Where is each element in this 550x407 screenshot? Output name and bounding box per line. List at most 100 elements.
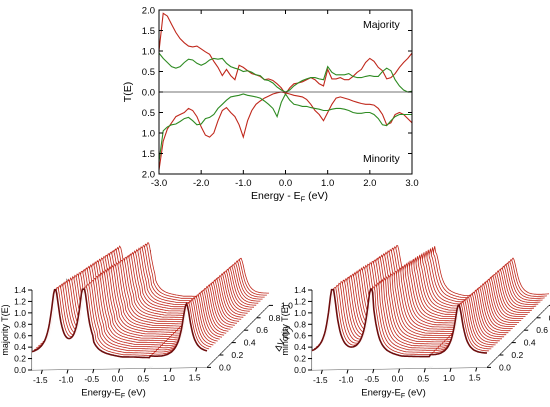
majority-x-tick-mark <box>66 369 69 374</box>
majority-curve-line <box>31 288 208 359</box>
series-line-red-2 <box>158 91 413 170</box>
x-axis-label-unit: (eV) <box>305 190 328 202</box>
top-panel: 2.01.51.00.50.00.51.01.52.0-3.0 -2.0 -1.0 0… <box>122 6 419 204</box>
minority-curve-line <box>328 274 505 341</box>
minority-z-tick-label: 0.6 <box>294 331 306 341</box>
majority-z-tick-label: 0.4 <box>14 342 26 352</box>
majority-z-tick-label: 1.2 <box>14 296 26 306</box>
y-tick-label: 1.0 <box>142 47 155 58</box>
minority-curve-line <box>318 281 494 351</box>
minority-curve-line <box>322 278 498 347</box>
minority-floor-right <box>486 305 550 368</box>
y-tick-label: 0.5 <box>142 108 155 119</box>
minority-x-tick-label: -1.5 <box>313 375 328 385</box>
minority-x-tick-label: -0.5 <box>364 374 379 384</box>
minority-curve-line <box>331 273 507 339</box>
minority-curve-line <box>316 284 492 353</box>
minority-x-axis-label-main: Energy-E <box>361 388 401 399</box>
y-tick-label: 1.5 <box>142 149 155 160</box>
minority-z-axis-label: minority T(E) <box>280 304 290 355</box>
majority-x-axis-label: Energy-EF (eV) <box>81 388 145 401</box>
majority-x-tick-label: 0.5 <box>137 373 149 383</box>
annotation-minority: Minority <box>363 153 401 165</box>
x-axis-label-main: Energy - E <box>251 190 301 202</box>
majority-v-tick-label: 0.8 <box>269 313 281 323</box>
minority-x-axis-label-unit: (eV) <box>405 388 426 399</box>
y-axis-label: T(E) <box>122 82 134 102</box>
minority-x-tick-label: 1.5 <box>469 373 481 383</box>
minority-curve-line <box>311 288 488 358</box>
majority-z-tick-label: 1.0 <box>14 308 26 318</box>
minority-curve-line <box>333 271 509 337</box>
minority-x-axis-label-sub: F <box>401 393 405 400</box>
minority-v-tick-label: 0.4 <box>524 338 536 348</box>
minority-curve-line <box>324 277 500 345</box>
minority-x-axis-label: Energy-EF (eV) <box>361 388 425 401</box>
x-tick-label: -2.0 <box>193 178 209 189</box>
majority-x-tick-mark <box>92 368 95 374</box>
x-axis-label: Energy - EF (eV) <box>251 190 328 204</box>
majority-v-tick-label: 0.0 <box>219 362 231 372</box>
minority-x-tick-mark <box>398 368 400 373</box>
x-tick-label: -1.0 <box>235 178 251 189</box>
x-axis-label-sub: F <box>301 195 306 204</box>
series-line-green-3 <box>158 92 412 162</box>
majority-x-tick-label: -0.5 <box>84 374 99 384</box>
majority-x-tick-label: 1.0 <box>163 373 175 383</box>
minority-curve-line <box>313 286 490 355</box>
minority-z-tick-label: 1.2 <box>294 296 306 306</box>
minority-z-tick-label: 1.0 <box>294 308 306 318</box>
x-tick-label: 1.0 <box>321 178 334 189</box>
minority-curve-line <box>335 270 511 334</box>
majority-floor-right <box>206 305 270 368</box>
minority-z-tick-label: 0.2 <box>294 354 306 364</box>
majority-x-tick-mark <box>195 367 198 372</box>
majority-z-tick-label: 0.0 <box>14 365 26 375</box>
series-line-green-1 <box>158 52 413 93</box>
minority-z-tick-label: 0.8 <box>294 319 306 329</box>
majority-x-tick-label: -1.5 <box>33 375 48 385</box>
minority-v-tick-label: 0.0 <box>499 362 511 372</box>
y-tick-label: 1.5 <box>142 26 155 37</box>
majority-x-tick-mark <box>169 367 172 373</box>
minority-x-tick-label: -1.0 <box>339 374 354 384</box>
minority-z-tick-label: 0.4 <box>294 342 306 352</box>
majority-panel: 0.00.20.40.60.81.01.21.4-1.5 -1.0 -0.5 0.0 0… <box>0 242 294 401</box>
minority-x-tick-mark <box>423 368 426 373</box>
majority-x-tick-mark <box>143 368 146 373</box>
annotation-majority: Majority <box>363 19 401 31</box>
majority-z-tick-label: 0.6 <box>14 331 26 341</box>
majority-v-tick-label: 1.0 <box>281 300 293 310</box>
y-tick-label: 2.0 <box>142 6 155 17</box>
majority-v-tick-label: 0.2 <box>231 350 243 360</box>
x-tick-label: 3.0 <box>405 178 418 189</box>
x-tick-label: 0.0 <box>279 178 292 189</box>
minority-x-tick-label: 1.0 <box>443 373 455 383</box>
y-tick-label: 0.5 <box>142 67 155 78</box>
majority-curves <box>31 242 269 370</box>
majority-z-tick-label: 1.4 <box>14 285 26 295</box>
minority-curve-line <box>320 280 496 349</box>
majority-x-tick-label: 0.0 <box>112 374 124 384</box>
minority-x-tick-mark <box>372 368 375 374</box>
minority-v-tick-label: 0.8 <box>549 313 550 323</box>
x-tick-label: 2.0 <box>363 178 376 189</box>
majority-x-axis-label-unit: (eV) <box>125 388 146 399</box>
majority-curve-fill <box>32 289 207 370</box>
majority-z-axis-label: majority T(E) <box>0 304 10 355</box>
majority-z-tick-label: 0.8 <box>14 319 26 329</box>
minority-v-tick-label: 0.6 <box>536 325 548 335</box>
minority-x-tick-label: 0.0 <box>392 374 404 384</box>
minority-x-tick-mark <box>475 367 478 372</box>
majority-x-axis-label-sub: F <box>121 393 125 400</box>
majority-x-tick-mark <box>40 369 43 374</box>
minority-panel: 0.00.20.40.60.81.01.21.4-1.5 -1.0 -0.5 0.0 0… <box>280 245 550 401</box>
minority-x-tick-mark <box>320 369 323 374</box>
majority-x-tick-label: 1.5 <box>189 373 201 383</box>
minority-x-tick-label: 0.5 <box>417 373 429 383</box>
majority-x-axis-label-main: Energy-E <box>81 388 121 399</box>
majority-x-tick-mark <box>118 368 120 373</box>
minority-v-tick-label: 0.2 <box>511 350 523 360</box>
minority-curves <box>311 245 550 370</box>
